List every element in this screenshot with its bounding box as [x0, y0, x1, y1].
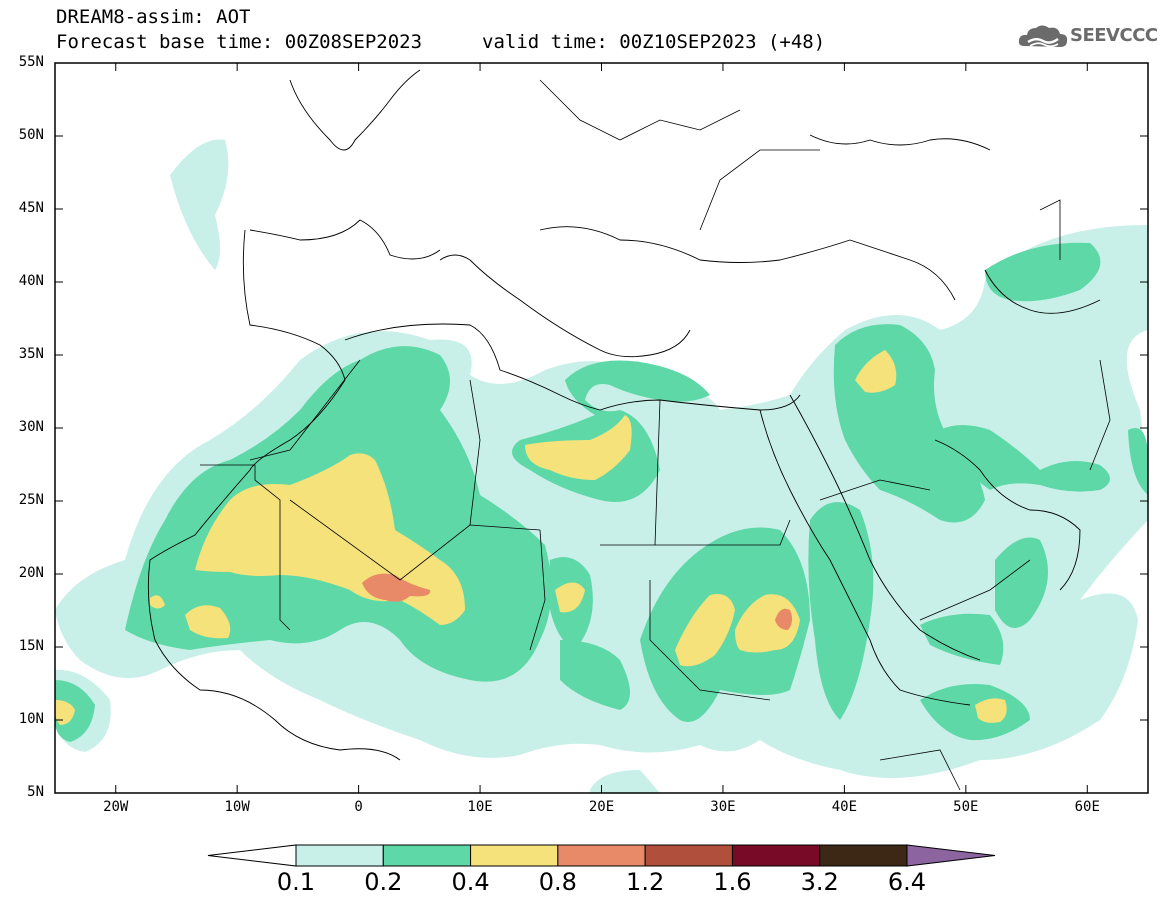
latitude-label: 5N — [27, 784, 44, 800]
base-time: Forecast base time: 00Z08SEP2023 — [56, 31, 423, 53]
longitude-label: 40E — [831, 799, 858, 815]
colorbar-label: 3.2 — [800, 868, 839, 896]
longitude-label: 30E — [710, 799, 736, 815]
longitude-label: 20W — [103, 799, 129, 815]
valid-time: valid time: 00Z10SEP2023 (+48) — [482, 31, 826, 53]
longitude-label: 20E — [588, 799, 615, 815]
latitude-label: 25N — [18, 492, 44, 508]
aot-contours — [55, 139, 1148, 793]
cloud-icon — [1018, 25, 1068, 48]
axis-ticks — [55, 62, 1148, 794]
colorbar-label: 0.4 — [451, 868, 490, 896]
latitude-label: 20N — [18, 565, 44, 581]
coastlines — [147, 69, 1101, 761]
longitude-label: 0 — [354, 799, 363, 815]
colorbar-label: 6.4 — [887, 868, 927, 896]
colorbar-label: 1.2 — [626, 868, 665, 896]
latitude-label: 10N — [18, 711, 44, 727]
colorbar-label: 1.6 — [713, 868, 752, 896]
map-title: DREAM8-assim: AOT — [56, 6, 251, 28]
longitude-label: 10W — [224, 799, 250, 815]
seevccc-logo: SEEVCCC — [1016, 20, 1158, 56]
logo-text: SEEVCCC — [1070, 25, 1158, 46]
latitude-label: 45N — [18, 200, 44, 216]
country-borders — [200, 79, 1111, 791]
colorbar-label: 0.8 — [538, 868, 577, 896]
latitude-label: 40N — [18, 273, 44, 289]
latitude-label: 35N — [18, 346, 44, 362]
aot-region-high — [55, 350, 1007, 725]
colorbar-label: 0.2 — [364, 868, 403, 896]
longitude-label: 50E — [953, 799, 979, 815]
colorbar-label: 0.1 — [276, 868, 316, 896]
latitude-label: 15N — [18, 638, 44, 654]
latitude-label: 50N — [18, 127, 44, 143]
longitude-label: 10E — [467, 799, 493, 815]
longitude-label: 60E — [1074, 799, 1100, 815]
latitude-label: 55N — [18, 54, 44, 70]
latitude-label: 30N — [18, 419, 44, 435]
